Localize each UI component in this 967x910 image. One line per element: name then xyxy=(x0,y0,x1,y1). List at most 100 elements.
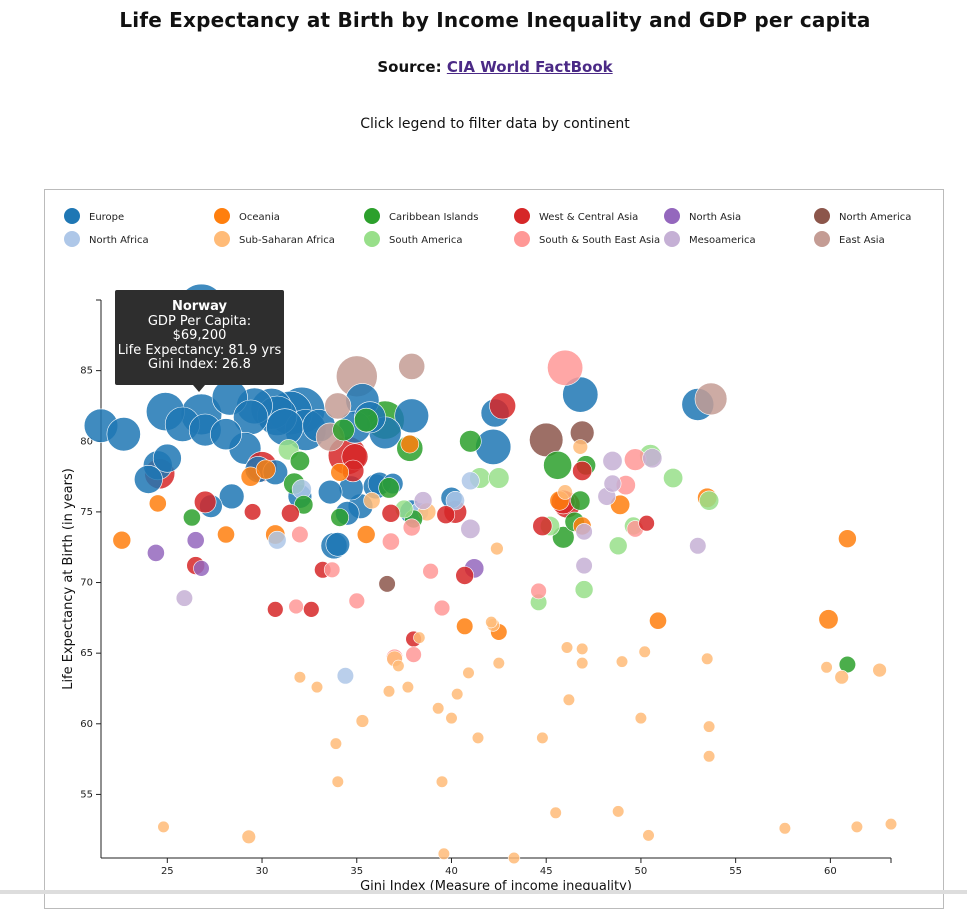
data-point-mesoamerica[interactable] xyxy=(689,537,707,555)
data-point-south-and-south-east-asia[interactable] xyxy=(381,532,400,551)
data-point-south-and-south-east-asia[interactable] xyxy=(405,646,422,663)
legend-label-north-america[interactable]: North America xyxy=(839,212,911,223)
legend-swatch-south-and-south-east-asia[interactable] xyxy=(514,231,530,247)
data-point-sub-saharan-africa[interactable] xyxy=(549,806,562,819)
data-point-sub-saharan-africa[interactable] xyxy=(834,670,849,685)
data-point-south-and-south-east-asia[interactable] xyxy=(291,525,309,544)
legend-swatch-west-and-central-asia[interactable] xyxy=(514,208,530,224)
data-point-mesoamerica[interactable] xyxy=(575,557,593,575)
data-point-sub-saharan-africa[interactable] xyxy=(820,661,833,674)
data-point-sub-saharan-africa[interactable] xyxy=(490,541,504,556)
data-point-south-america[interactable] xyxy=(488,467,510,489)
legend-label-west-and-central-asia[interactable]: West & Central Asia xyxy=(539,212,638,223)
data-point-sub-saharan-africa[interactable] xyxy=(435,775,449,788)
data-point-sub-saharan-africa[interactable] xyxy=(576,657,589,670)
data-point-caribbean-islands[interactable] xyxy=(289,450,310,471)
legend-label-east-asia[interactable]: East Asia xyxy=(839,235,885,246)
data-point-caribbean-islands[interactable] xyxy=(330,508,350,527)
data-point-mesoamerica[interactable] xyxy=(460,518,481,539)
data-point-mesoamerica[interactable] xyxy=(575,523,593,541)
data-point-sub-saharan-africa[interactable] xyxy=(702,750,716,763)
data-point-europe[interactable] xyxy=(134,464,163,494)
data-point-sub-saharan-africa[interactable] xyxy=(462,666,475,680)
data-point-oceania[interactable] xyxy=(456,617,474,635)
data-point-sub-saharan-africa[interactable] xyxy=(778,822,792,835)
legend-swatch-east-asia[interactable] xyxy=(814,231,830,247)
data-point-west-and-central-asia[interactable] xyxy=(638,515,655,532)
data-point-sub-saharan-africa[interactable] xyxy=(355,714,370,728)
data-point-caribbean-islands[interactable] xyxy=(182,508,201,527)
data-point-mesoamerica[interactable] xyxy=(602,450,623,471)
data-point-sub-saharan-africa[interactable] xyxy=(437,847,451,860)
legend-label-north-asia[interactable]: North Asia xyxy=(689,212,741,223)
data-point-caribbean-islands[interactable] xyxy=(459,430,482,453)
data-point-sub-saharan-africa[interactable] xyxy=(331,775,344,788)
data-point-sub-saharan-africa[interactable] xyxy=(392,659,405,673)
data-point-europe[interactable] xyxy=(210,418,242,451)
data-point-north-africa[interactable] xyxy=(336,667,355,685)
data-point-south-america[interactable] xyxy=(574,580,594,599)
data-point-west-and-central-asia[interactable] xyxy=(532,515,553,536)
data-point-sub-saharan-africa[interactable] xyxy=(557,484,573,500)
source-link[interactable]: CIA World FactBook xyxy=(446,58,613,76)
data-point-sub-saharan-africa[interactable] xyxy=(562,693,576,706)
data-point-west-and-central-asia[interactable] xyxy=(267,601,284,618)
data-point-south-and-south-east-asia[interactable] xyxy=(422,563,439,580)
data-point-sub-saharan-africa[interactable] xyxy=(701,652,714,665)
data-point-sub-saharan-africa[interactable] xyxy=(507,851,521,865)
data-point-west-and-central-asia[interactable] xyxy=(436,505,456,525)
data-point-sub-saharan-africa[interactable] xyxy=(850,820,864,834)
data-point-caribbean-islands[interactable] xyxy=(378,477,400,499)
data-point-sub-saharan-africa[interactable] xyxy=(432,702,445,715)
data-point-oceania[interactable] xyxy=(838,529,857,549)
legend-label-south-and-south-east-asia[interactable]: South & South East Asia xyxy=(539,235,660,246)
data-point-caribbean-islands[interactable] xyxy=(570,490,591,511)
data-point-europe[interactable] xyxy=(318,479,343,505)
data-point-south-and-south-east-asia[interactable] xyxy=(547,349,584,386)
data-point-europe[interactable] xyxy=(394,398,430,434)
data-point-south-america[interactable] xyxy=(699,490,720,511)
data-point-mesoamerica[interactable] xyxy=(642,448,663,469)
data-point-west-and-central-asia[interactable] xyxy=(455,566,475,585)
data-point-south-and-south-east-asia[interactable] xyxy=(348,592,365,610)
data-point-sub-saharan-africa[interactable] xyxy=(413,631,426,644)
data-point-sub-saharan-africa[interactable] xyxy=(492,657,505,670)
data-point-east-asia[interactable] xyxy=(398,352,426,380)
data-point-sub-saharan-africa[interactable] xyxy=(634,711,648,725)
data-point-sub-saharan-africa[interactable] xyxy=(445,711,458,725)
data-point-sub-saharan-africa[interactable] xyxy=(560,641,574,654)
data-point-oceania[interactable] xyxy=(112,530,132,550)
data-point-sub-saharan-africa[interactable] xyxy=(382,685,396,698)
data-point-oceania[interactable] xyxy=(818,609,839,630)
data-point-oceania[interactable] xyxy=(649,611,667,630)
data-point-mesoamerica[interactable] xyxy=(603,474,622,493)
data-point-south-america[interactable] xyxy=(608,536,628,556)
legend-label-sub-saharan-africa[interactable]: Sub-Saharan Africa xyxy=(239,235,335,246)
data-point-north-asia[interactable] xyxy=(147,543,165,562)
legend-swatch-north-america[interactable] xyxy=(814,208,830,224)
data-point-oceania[interactable] xyxy=(148,494,167,513)
data-point-south-and-south-east-asia[interactable] xyxy=(530,582,547,600)
data-point-europe[interactable] xyxy=(475,428,512,465)
data-point-sub-saharan-africa[interactable] xyxy=(293,671,306,684)
data-point-caribbean-islands[interactable] xyxy=(354,407,379,433)
data-point-west-and-central-asia[interactable] xyxy=(303,601,320,618)
legend-swatch-caribbean-islands[interactable] xyxy=(364,208,380,224)
data-point-west-and-central-asia[interactable] xyxy=(281,503,300,523)
data-point-mesoamerica[interactable] xyxy=(413,491,433,510)
data-point-north-asia[interactable] xyxy=(186,531,205,550)
data-point-south-and-south-east-asia[interactable] xyxy=(323,561,341,578)
data-point-sub-saharan-africa[interactable] xyxy=(702,720,716,733)
data-point-europe[interactable] xyxy=(106,417,141,452)
data-point-north-africa[interactable] xyxy=(461,471,480,491)
data-point-north-africa[interactable] xyxy=(445,491,465,511)
data-point-oceania[interactable] xyxy=(217,525,235,544)
data-point-sub-saharan-africa[interactable] xyxy=(401,681,415,694)
data-point-west-and-central-asia[interactable] xyxy=(489,392,517,420)
data-point-mesoamerica[interactable] xyxy=(175,589,193,607)
data-point-sub-saharan-africa[interactable] xyxy=(572,439,588,455)
data-point-caribbean-islands[interactable] xyxy=(838,655,857,674)
data-point-oceania[interactable] xyxy=(255,459,276,480)
data-point-sub-saharan-africa[interactable] xyxy=(451,688,464,701)
data-point-sub-saharan-africa[interactable] xyxy=(612,805,625,818)
